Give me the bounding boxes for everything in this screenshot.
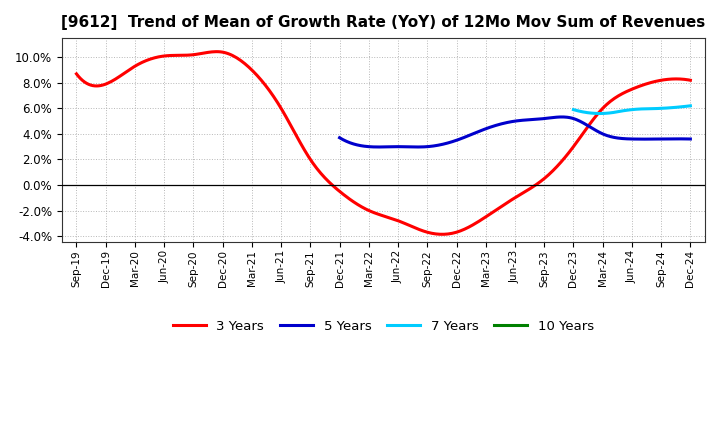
5 Years xyxy=(655,136,664,142)
3 Years xyxy=(452,230,461,235)
5 Years xyxy=(544,115,553,121)
7 Years xyxy=(595,111,604,116)
Legend: 3 Years, 5 Years, 7 Years, 10 Years: 3 Years, 5 Years, 7 Years, 10 Years xyxy=(168,315,599,338)
5 Years xyxy=(336,136,345,141)
3 Years xyxy=(74,74,83,79)
Line: 5 Years: 5 Years xyxy=(340,117,690,147)
7 Years xyxy=(668,105,677,110)
7 Years xyxy=(686,103,695,108)
3 Years xyxy=(594,111,603,116)
Line: 7 Years: 7 Years xyxy=(573,106,690,114)
3 Years xyxy=(72,71,81,77)
7 Years xyxy=(641,106,649,111)
Title: [9612]  Trend of Mean of Growth Rate (YoY) of 12Mo Mov Sum of Revenues: [9612] Trend of Mean of Growth Rate (YoY… xyxy=(61,15,706,30)
5 Years xyxy=(551,115,559,120)
5 Years xyxy=(413,144,421,150)
3 Years xyxy=(440,231,449,237)
5 Years xyxy=(686,136,695,142)
3 Years xyxy=(633,84,642,90)
7 Years xyxy=(570,107,578,112)
5 Years xyxy=(545,115,554,121)
5 Years xyxy=(634,136,642,142)
5 Years xyxy=(336,135,344,140)
7 Years xyxy=(569,107,577,112)
3 Years xyxy=(212,49,220,54)
3 Years xyxy=(442,231,451,237)
3 Years xyxy=(438,232,446,237)
7 Years xyxy=(675,104,684,110)
3 Years xyxy=(686,77,695,83)
7 Years xyxy=(639,106,648,111)
7 Years xyxy=(639,106,647,111)
5 Years xyxy=(557,114,566,120)
Line: 3 Years: 3 Years xyxy=(76,51,690,235)
